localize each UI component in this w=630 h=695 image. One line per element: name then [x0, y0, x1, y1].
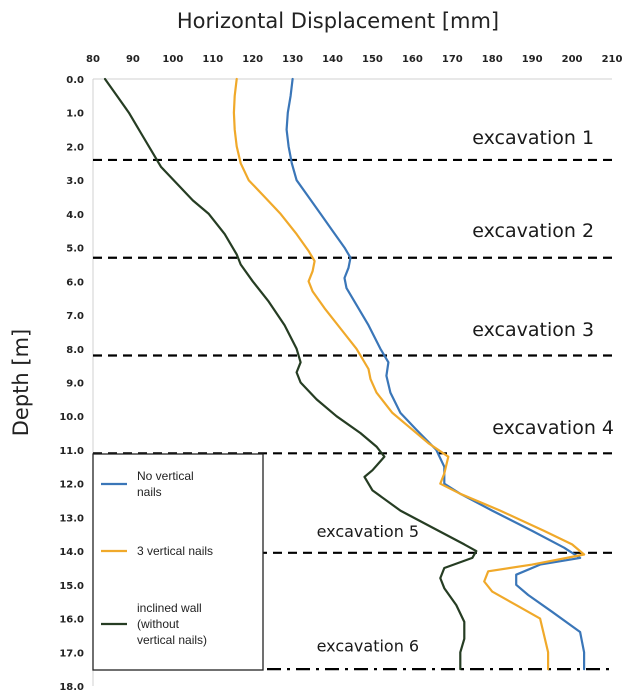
- y-tick-label: 17.0: [59, 648, 84, 659]
- excavation-annotation: excavation 4: [492, 417, 614, 439]
- legend-label: nails: [137, 485, 162, 499]
- x-tick-label: 190: [522, 54, 543, 65]
- excavation-annotation: excavation 5: [317, 522, 420, 541]
- y-tick-label: 13.0: [59, 513, 84, 524]
- y-tick-label: 10.0: [59, 412, 84, 423]
- chart-title: Horizontal Displacement [mm]: [177, 9, 499, 33]
- legend-box: [92, 453, 264, 671]
- legend-label: No vertical: [137, 469, 194, 483]
- x-tick-label: 100: [162, 54, 183, 65]
- legend-label: vertical nails): [137, 633, 207, 647]
- x-tick-label: 80: [86, 54, 100, 65]
- excavation-annotation: excavation 1: [472, 127, 594, 149]
- x-tick-label: 210: [602, 54, 623, 65]
- y-tick-label: 15.0: [59, 581, 84, 592]
- y-tick-label: 1.0: [66, 109, 84, 120]
- legend-label: 3 vertical nails: [137, 544, 213, 558]
- y-tick-label: 3.0: [66, 176, 84, 187]
- series-line: [232, 77, 586, 671]
- x-tick-label: 200: [562, 54, 583, 65]
- series-line: [103, 77, 478, 671]
- x-tick-label: 110: [202, 54, 223, 65]
- x-tick-label: 90: [126, 54, 140, 65]
- x-tick-label: 180: [482, 54, 503, 65]
- excavation-annotation: excavation 3: [472, 319, 594, 341]
- y-axis-label: Depth [m]: [9, 329, 33, 436]
- y-tick-label: 5.0: [66, 244, 84, 255]
- legend-label: inclined wall: [137, 601, 202, 615]
- y-tick-label: 14.0: [59, 547, 84, 558]
- y-tick-label: 6.0: [66, 277, 84, 288]
- x-tick-label: 170: [442, 54, 463, 65]
- x-tick-label: 160: [402, 54, 423, 65]
- y-tick-label: 4.0: [66, 210, 84, 221]
- excavation-annotation: excavation 2: [472, 220, 594, 242]
- series-line: [285, 77, 586, 671]
- y-tick-label: 18.0: [59, 682, 84, 693]
- x-tick-label: 130: [282, 54, 303, 65]
- legend-label: (without: [137, 617, 180, 631]
- y-tick-label: 2.0: [66, 142, 84, 153]
- y-tick-label: 0.0: [66, 75, 84, 86]
- y-tick-label: 12.0: [59, 480, 84, 491]
- x-tick-label: 140: [322, 54, 343, 65]
- y-tick-label: 9.0: [66, 379, 84, 390]
- y-tick-label: 7.0: [66, 311, 84, 322]
- x-tick-label: 150: [362, 54, 383, 65]
- x-tick-label: 120: [242, 54, 263, 65]
- excavation-annotation: excavation 6: [317, 637, 420, 656]
- y-tick-label: 11.0: [59, 446, 84, 457]
- y-tick-label: 16.0: [59, 615, 84, 626]
- y-tick-label: 8.0: [66, 345, 84, 356]
